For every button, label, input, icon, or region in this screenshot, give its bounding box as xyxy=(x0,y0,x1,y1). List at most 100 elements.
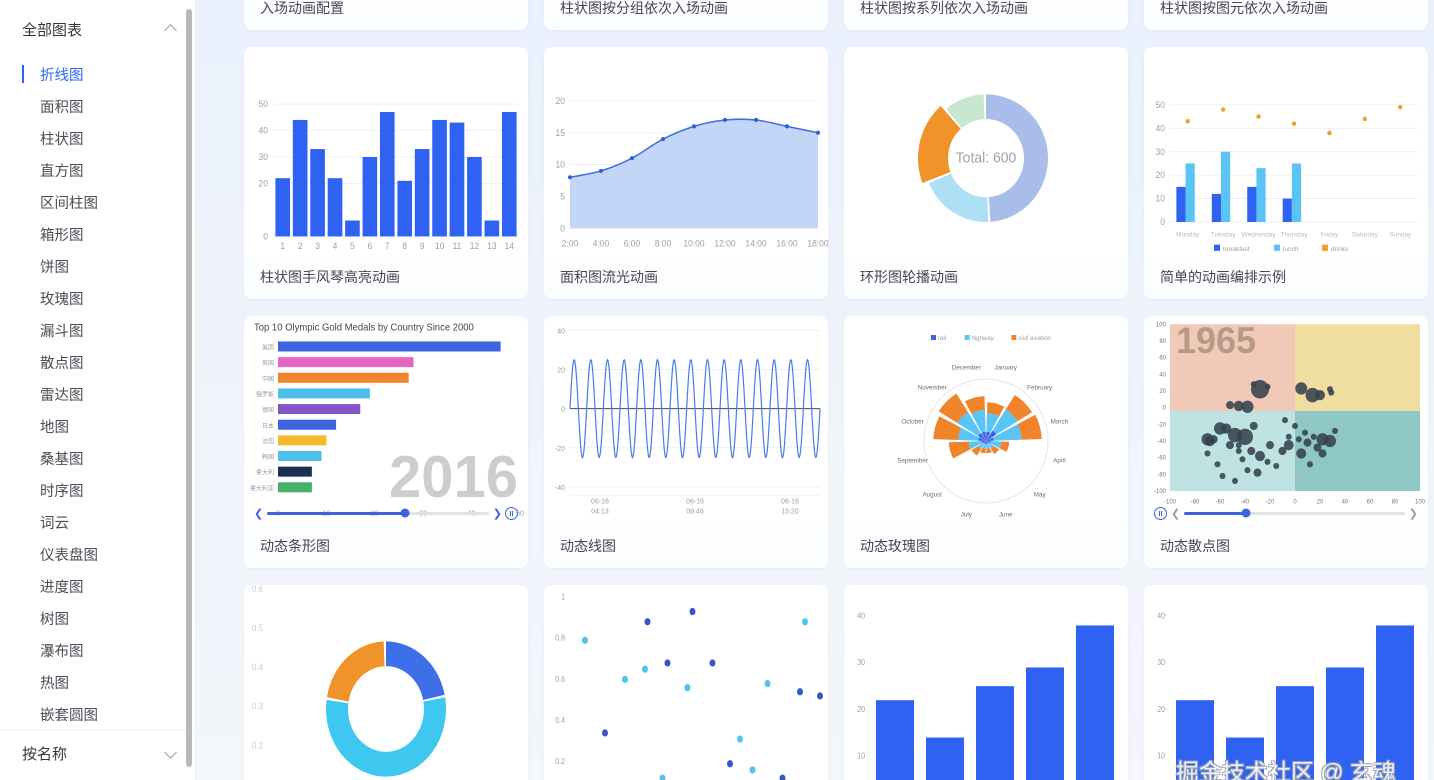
svg-text:-20: -20 xyxy=(1266,498,1275,505)
svg-text:5: 5 xyxy=(560,191,565,201)
svg-text:0: 0 xyxy=(560,223,565,233)
svg-text:0.8: 0.8 xyxy=(555,633,565,643)
svg-text:美国: 美国 xyxy=(262,343,274,351)
svg-text:July: July xyxy=(961,511,973,518)
svg-text:0.2: 0.2 xyxy=(555,757,565,767)
svg-text:英国: 英国 xyxy=(262,359,274,367)
svg-text:7: 7 xyxy=(385,241,390,251)
svg-text:Friday: Friday xyxy=(1320,231,1339,238)
svg-text:14: 14 xyxy=(505,241,515,251)
svg-text:5: 5 xyxy=(350,241,355,251)
svg-text:breakfast: breakfast xyxy=(1223,246,1250,253)
svg-text:-80: -80 xyxy=(1191,498,1200,505)
svg-text:09:46: 09:46 xyxy=(686,508,704,516)
svg-text:80: 80 xyxy=(1392,498,1399,505)
svg-text:50: 50 xyxy=(1156,100,1166,110)
svg-text:8: 8 xyxy=(402,241,407,251)
svg-text:6:00: 6:00 xyxy=(624,239,641,249)
svg-text:0: 0 xyxy=(1293,498,1297,505)
svg-text:10: 10 xyxy=(435,241,445,251)
svg-text:50: 50 xyxy=(259,99,269,109)
svg-text:100: 100 xyxy=(1156,321,1167,328)
svg-text:0: 0 xyxy=(561,406,565,414)
svg-text:20: 20 xyxy=(857,704,865,714)
svg-text:June: June xyxy=(999,511,1013,518)
svg-text:13: 13 xyxy=(487,241,497,251)
svg-text:6: 6 xyxy=(367,241,372,251)
svg-text:March: March xyxy=(1051,418,1069,425)
svg-text:Tuesday: Tuesday xyxy=(1211,231,1236,238)
svg-text:30: 30 xyxy=(1156,147,1166,157)
svg-text:highway: highway xyxy=(972,336,994,342)
svg-text:Saturday: Saturday xyxy=(1352,231,1379,238)
svg-text:04:13: 04:13 xyxy=(591,508,609,516)
svg-text:意大利亚: 意大利亚 xyxy=(250,484,274,492)
svg-text:40: 40 xyxy=(557,327,565,335)
svg-text:10: 10 xyxy=(556,160,566,170)
svg-text:May: May xyxy=(1034,492,1047,499)
svg-text:Sunday: Sunday xyxy=(1389,231,1412,238)
svg-text:日本: 日本 xyxy=(262,422,274,430)
svg-text:06-16: 06-16 xyxy=(591,497,609,505)
svg-text:16:00: 16:00 xyxy=(776,239,797,249)
svg-text:Thursday: Thursday xyxy=(1280,231,1308,238)
svg-text:1: 1 xyxy=(561,592,565,602)
svg-text:April: April xyxy=(1053,458,1066,465)
svg-text:0.4: 0.4 xyxy=(252,662,263,673)
svg-text:0.2: 0.2 xyxy=(252,740,263,751)
svg-text:20: 20 xyxy=(556,96,566,106)
svg-text:January: January xyxy=(994,365,1017,372)
svg-text:60: 60 xyxy=(1367,498,1374,505)
svg-text:August: August xyxy=(922,492,942,499)
svg-text:0.6: 0.6 xyxy=(555,674,565,684)
svg-text:12: 12 xyxy=(470,241,480,251)
svg-text:-100: -100 xyxy=(1154,488,1167,495)
svg-text:0.6: 0.6 xyxy=(252,585,263,594)
svg-text:40: 40 xyxy=(1157,611,1165,621)
svg-text:1: 1 xyxy=(280,241,285,251)
svg-text:15:20: 15:20 xyxy=(781,508,799,516)
svg-text:8:00: 8:00 xyxy=(655,239,672,249)
svg-text:40: 40 xyxy=(1342,498,1349,505)
svg-text:12:00: 12:00 xyxy=(714,239,735,249)
svg-text:20: 20 xyxy=(1157,704,1165,714)
svg-text:18:00: 18:00 xyxy=(807,239,828,249)
svg-text:4: 4 xyxy=(333,241,338,251)
svg-text:2: 2 xyxy=(298,241,303,251)
svg-text:40: 40 xyxy=(1159,371,1166,378)
svg-text:-100: -100 xyxy=(1164,498,1177,505)
svg-text:-40: -40 xyxy=(555,484,565,492)
svg-text:December: December xyxy=(952,365,981,372)
svg-text:lunch: lunch xyxy=(1283,246,1299,253)
svg-text:-60: -60 xyxy=(1157,455,1166,462)
svg-text:20: 20 xyxy=(1159,388,1166,395)
svg-text:0.5: 0.5 xyxy=(252,623,263,634)
svg-text:-60: -60 xyxy=(1216,498,1225,505)
svg-text:40: 40 xyxy=(1156,123,1166,133)
svg-text:-40: -40 xyxy=(1241,498,1250,505)
svg-text:10: 10 xyxy=(1156,194,1166,204)
svg-text:30: 30 xyxy=(259,152,269,162)
svg-text:February: February xyxy=(1027,384,1053,391)
svg-text:14:00: 14:00 xyxy=(745,239,766,249)
svg-text:40: 40 xyxy=(259,126,269,136)
svg-text:0: 0 xyxy=(263,231,268,241)
svg-text:Total: 600: Total: 600 xyxy=(956,150,1017,166)
svg-text:20: 20 xyxy=(1317,498,1324,505)
svg-text:Monday: Monday xyxy=(1176,231,1200,238)
svg-text:-40: -40 xyxy=(1157,438,1166,445)
svg-text:30: 30 xyxy=(1157,658,1165,668)
svg-text:4:00: 4:00 xyxy=(593,239,610,249)
svg-text:60: 60 xyxy=(1159,355,1166,362)
svg-text:俄罗斯: 俄罗斯 xyxy=(256,390,274,398)
svg-text:-20: -20 xyxy=(1157,421,1166,428)
svg-text:10:00: 10:00 xyxy=(683,239,704,249)
svg-text:2:00: 2:00 xyxy=(562,239,579,249)
svg-text:1965: 1965 xyxy=(1176,320,1256,362)
svg-text:September: September xyxy=(897,458,928,465)
svg-text:40: 40 xyxy=(857,611,865,621)
svg-text:October: October xyxy=(901,418,923,425)
svg-text:20: 20 xyxy=(1156,170,1166,180)
svg-text:civil aviation: civil aviation xyxy=(1018,336,1050,342)
svg-text:韩国: 韩国 xyxy=(262,453,274,461)
